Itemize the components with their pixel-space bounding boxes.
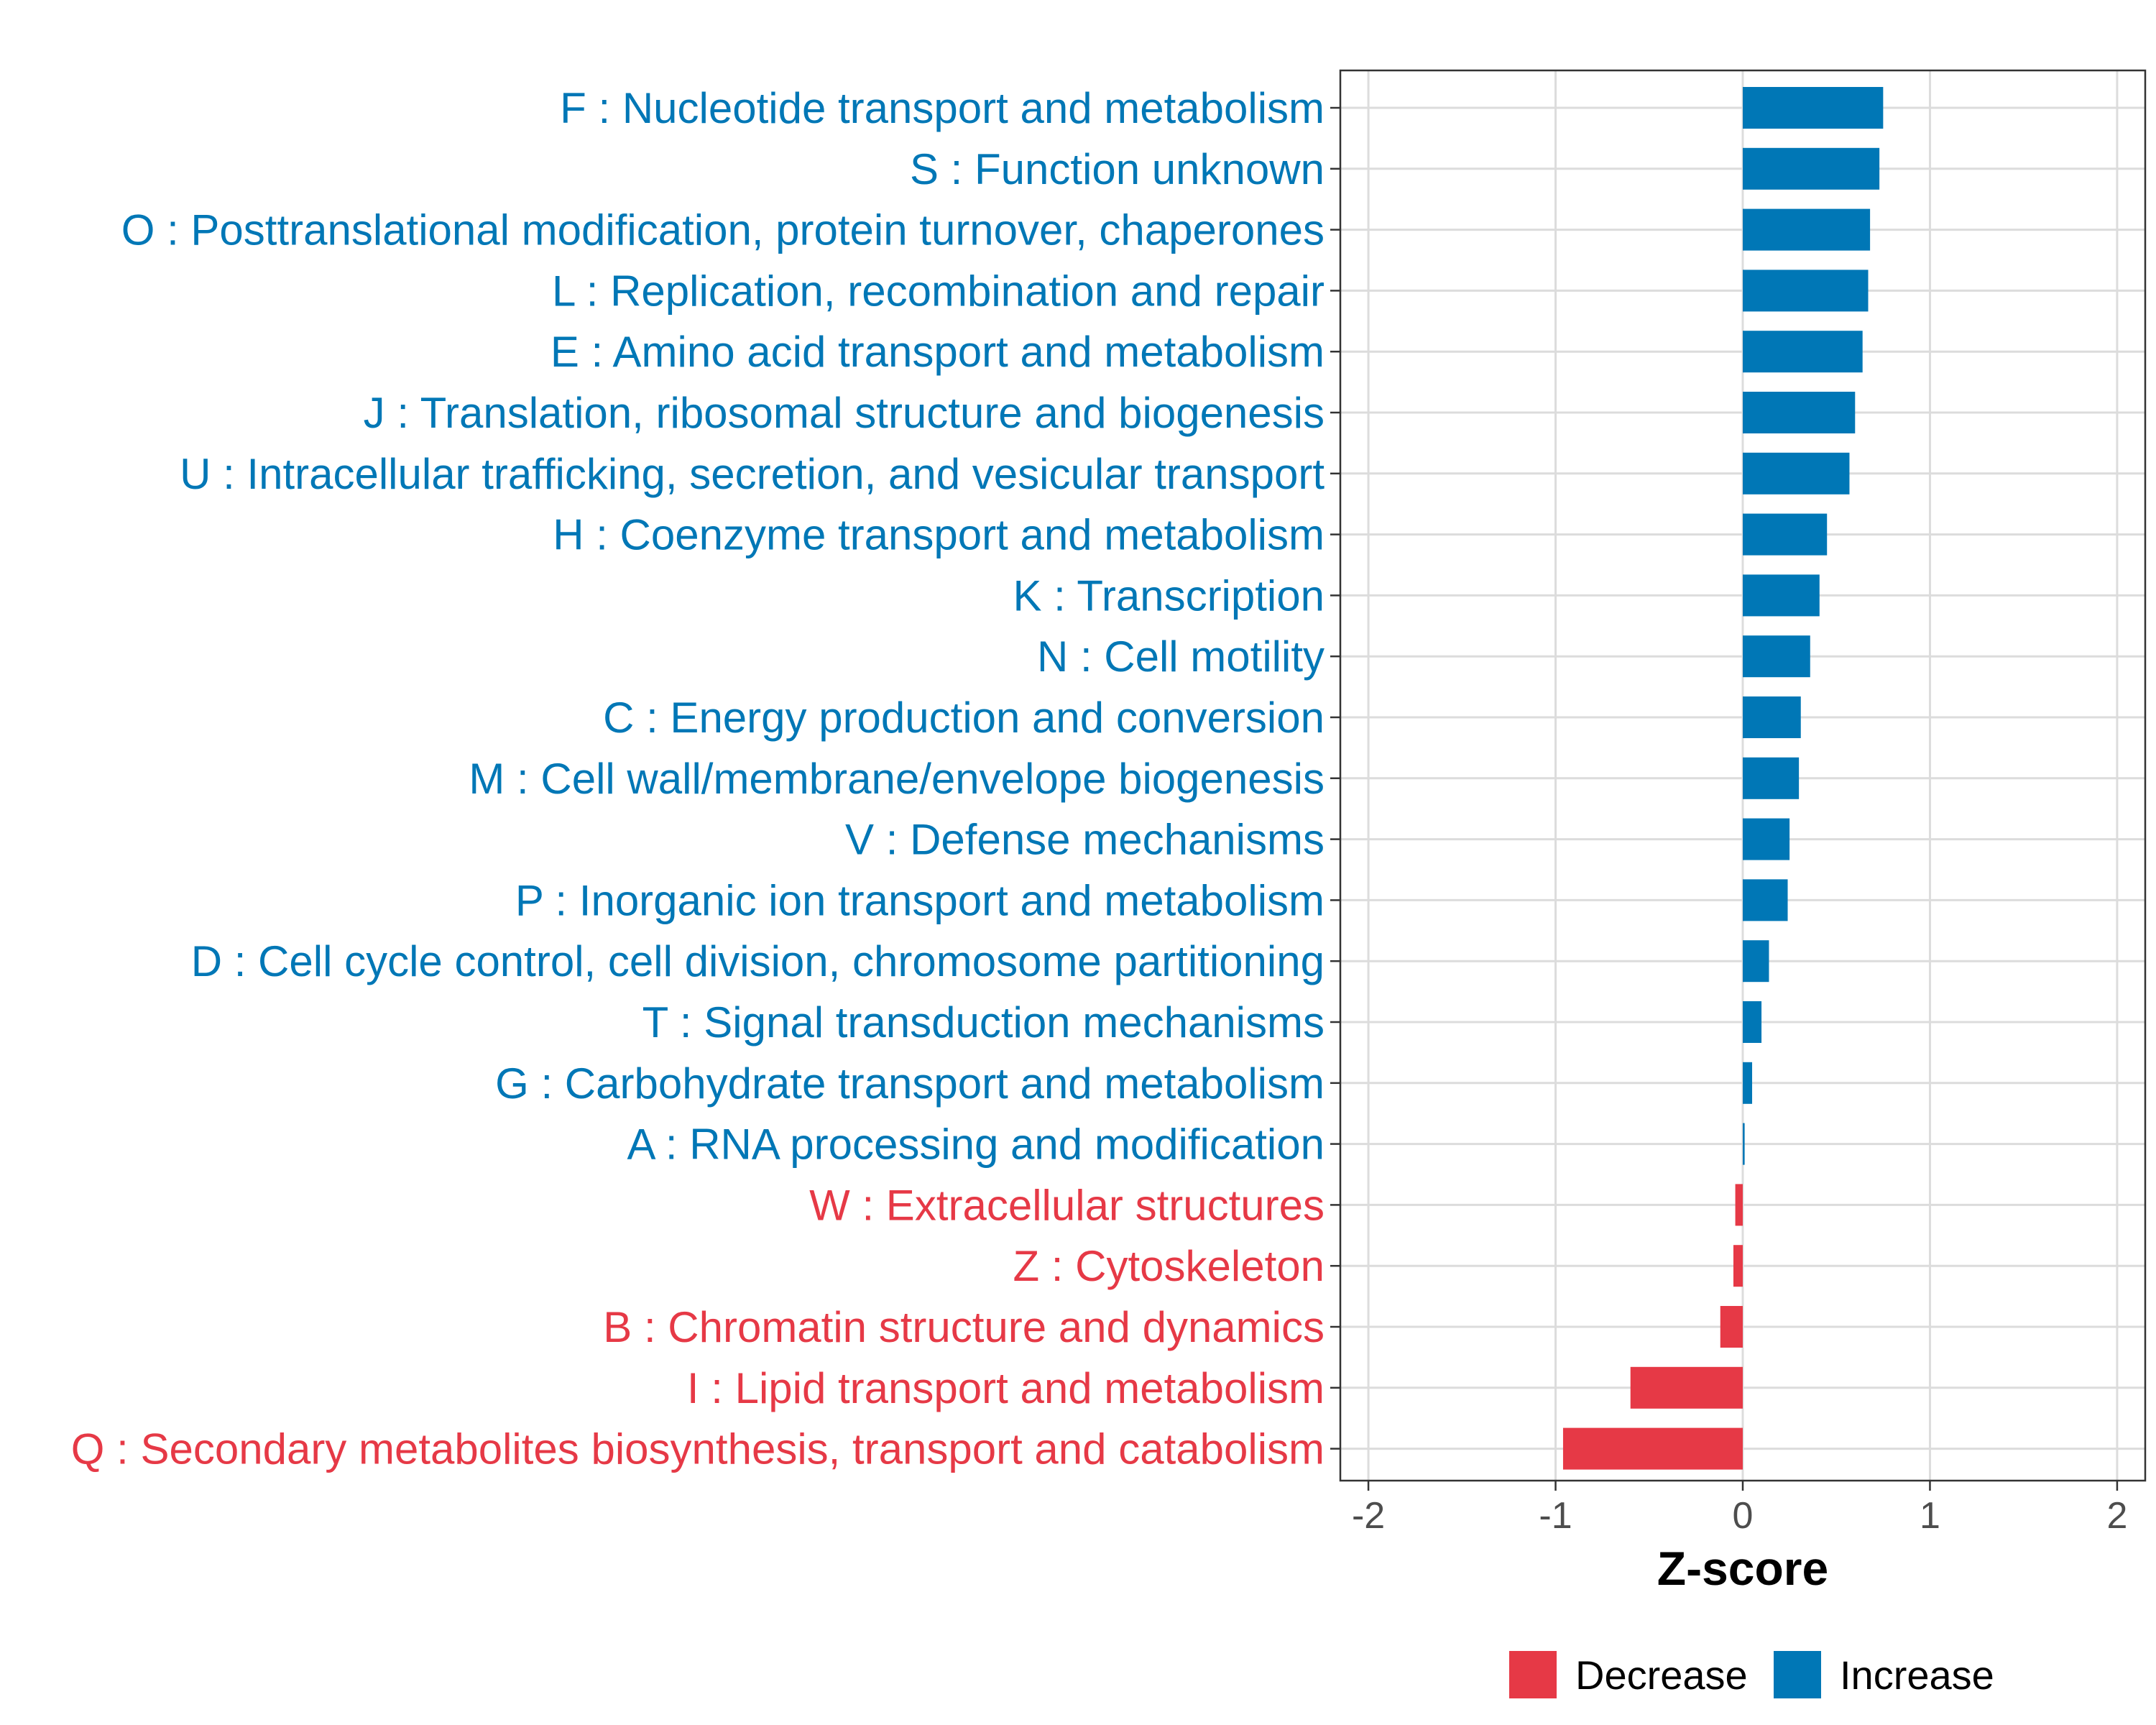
x-tick-label: 1 [1920, 1495, 1940, 1537]
y-tick-label: P : Inorganic ion transport and metaboli… [515, 876, 1325, 924]
bar [1562, 1427, 1743, 1470]
legend-label: Decrease [1575, 1652, 1748, 1698]
x-tick-label: 2 [2106, 1495, 2127, 1537]
bar [1743, 1062, 1753, 1104]
legend-swatch [1509, 1651, 1557, 1698]
y-tick-label: A : RNA processing and modification [627, 1121, 1325, 1169]
y-tick-label: F : Nucleotide transport and metabolism [560, 84, 1325, 132]
x-tick-label: 0 [1733, 1495, 1754, 1537]
y-axis-ticks [1330, 106, 1340, 1450]
y-tick-label: H : Coenzyme transport and metabolism [553, 511, 1325, 559]
y-tick-label: E : Amino acid transport and metabolism [550, 328, 1325, 376]
y-tick-label: O : Posttranslational modification, prot… [121, 206, 1325, 254]
bar [1743, 757, 1800, 799]
bar [1743, 1001, 1762, 1043]
y-tick-label: G : Carbohydrate transport and metabolis… [495, 1059, 1325, 1108]
bar [1743, 513, 1828, 556]
y-tick-label: V : Defense mechanisms [845, 816, 1325, 864]
bar [1733, 1245, 1743, 1287]
bars [1562, 87, 1884, 1470]
y-tick-label: J : Translation, ribosomal structure and… [364, 389, 1325, 437]
y-tick-label: U : Intracellular trafficking, secretion… [180, 450, 1325, 498]
y-tick-label: L : Replication, recombination and repai… [552, 267, 1325, 315]
bar [1743, 270, 1869, 312]
bar [1743, 696, 1801, 738]
y-tick-label: B : Chromatin structure and dynamics [603, 1303, 1325, 1351]
bar [1743, 1123, 1745, 1165]
bar [1743, 635, 1810, 678]
y-tick-label: N : Cell motility [1037, 632, 1325, 681]
y-tick-label: Z : Cytoskeleton [1013, 1242, 1325, 1290]
bar [1743, 392, 1856, 433]
x-axis-title: Z-score [1657, 1542, 1828, 1595]
bar [1743, 147, 1880, 190]
y-tick-label: Q : Secondary metabolites biosynthesis, … [71, 1425, 1325, 1473]
bar [1743, 331, 1863, 373]
y-tick-label: C : Energy production and conversion [603, 694, 1325, 742]
legend-label: Increase [1840, 1652, 1994, 1698]
legend: Decrease Increase [1509, 1651, 1994, 1698]
bar [1630, 1366, 1743, 1409]
legend-swatch [1774, 1651, 1821, 1698]
bar [1743, 87, 1884, 129]
bar [1743, 208, 1871, 251]
bar [1743, 452, 1850, 494]
bar [1743, 574, 1820, 617]
y-axis-labels: F : Nucleotide transport and metabolism S… [71, 84, 1325, 1473]
y-tick-label: M : Cell wall/membrane/envelope biogenes… [469, 755, 1325, 803]
x-tick-label: -1 [1539, 1495, 1572, 1537]
y-tick-label: K : Transcription [1013, 571, 1325, 620]
bar [1743, 879, 1788, 921]
y-tick-label: W : Extracellular structures [809, 1181, 1325, 1229]
y-tick-label: S : Function unknown [910, 145, 1325, 193]
x-axis-ticks: -2 -1 0 1 2 [1352, 1481, 2127, 1537]
bar [1743, 818, 1790, 860]
bar [1743, 940, 1769, 983]
y-tick-label: D : Cell cycle control, cell division, c… [191, 937, 1325, 985]
y-tick-label: I : Lipid transport and metabolism [687, 1364, 1325, 1412]
x-tick-label: -2 [1352, 1495, 1385, 1537]
bar [1720, 1306, 1743, 1348]
y-tick-label: T : Signal transduction mechanisms [642, 998, 1325, 1046]
bar [1735, 1184, 1743, 1226]
